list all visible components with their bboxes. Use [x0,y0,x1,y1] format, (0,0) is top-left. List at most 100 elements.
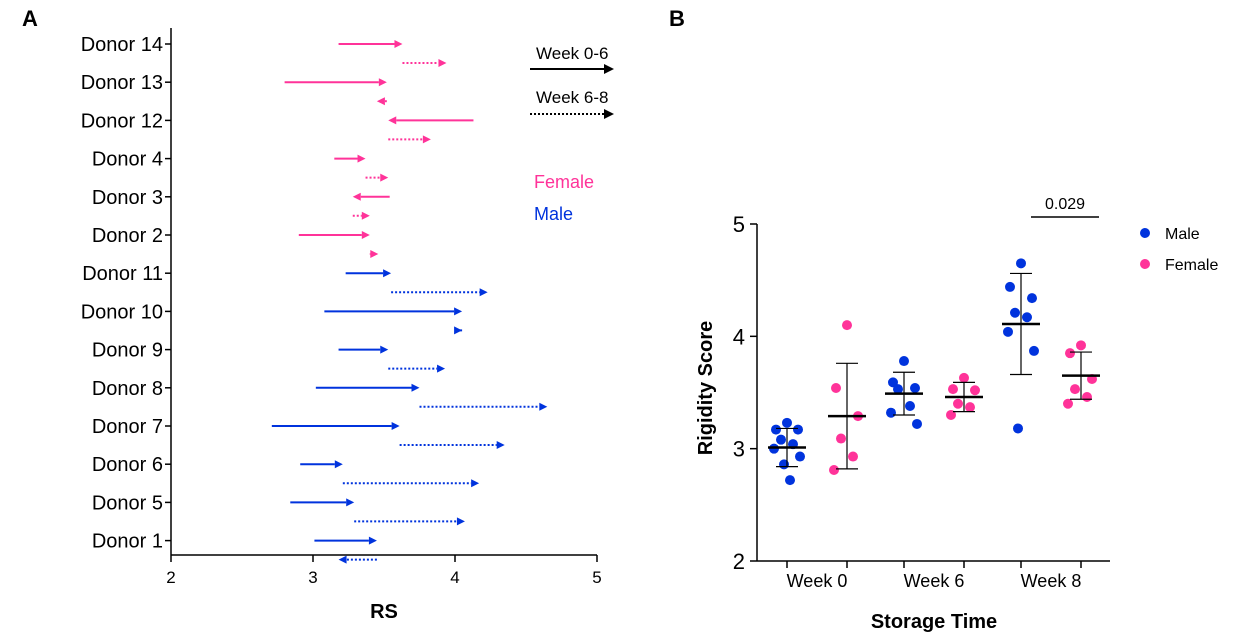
panel-b-letter: B [669,6,685,31]
data-point [1027,293,1037,304]
arrow-week6-8 [388,135,431,144]
panel-b-scatter: 2 3 4 5 Week 0 Week 6 Week 8 Rigidity Score S… [695,196,1218,633]
data-point [959,372,969,383]
data-point [1016,258,1026,269]
arrow-week6-8-head [539,402,548,411]
data-point [1076,340,1086,351]
data-point [948,384,958,395]
arrow-week6-8 [352,211,370,220]
panel-b-y-title: Rigidity Score [695,321,717,455]
panel-b-mean-sd [768,272,1100,470]
data-point [1005,281,1015,292]
arrow-week0-6-head [368,536,377,545]
panel-b-legend: Male Female [1140,226,1218,274]
legend-male-marker [1140,228,1150,238]
arrow-week6-8-head [479,288,488,297]
panel-a-arrows [271,40,548,564]
donor-label: Donor 10 [81,301,163,323]
data-point [1029,345,1039,356]
data-point [782,417,792,428]
data-point [836,433,846,444]
data-point [776,434,786,445]
panel-a-x-tick-label: 2 [166,568,175,587]
panel-b-x-tick-label: Week 8 [1021,571,1082,591]
data-point [953,398,963,409]
arrow-week0-6 [314,536,377,545]
arrow-week6-8 [342,479,480,488]
donor-label: Donor 1 [92,531,163,553]
arrow-week0-6-head [391,422,400,430]
arrow-week0-6 [338,345,389,354]
data-point [893,384,903,395]
donor-label: Donor 2 [92,225,163,247]
arrow-week6-8 [419,402,548,411]
panel-a-letter: A [22,6,38,31]
panel-b-x-ticks: Week 0 Week 6 Week 8 [786,561,1082,591]
panel-a-legend: Week 0-6 Week 6-8 Female Male [530,44,614,224]
arrow-week0-6-head [388,116,397,125]
arrow-week6-8-head [456,517,465,526]
arrow-week6-8-head [496,441,505,449]
data-point [1003,326,1013,337]
data-point [1070,384,1080,395]
legend-male-label: Male [534,204,573,224]
arrow-week6-8-head [361,211,370,220]
arrow-week6-8-head [471,479,480,488]
data-point [771,424,781,435]
arrow-week0-6 [324,307,463,316]
arrow-week6-8 [388,364,446,373]
arrow-week0-6 [290,498,355,507]
data-point [965,402,975,413]
legend-female-text: Female [1165,257,1218,274]
legend-week68-label: Week 6-8 [536,88,608,107]
donor-label: Donor 5 [92,492,163,514]
arrow-week0-6-head [346,498,355,507]
arrow-week6-8 [376,97,387,106]
arrow-week6-8-head [454,326,463,335]
donor-label: Donor 13 [81,72,163,94]
arrow-week6-8 [391,288,488,297]
arrow-week6-8 [365,173,389,182]
arrow-week0-6-head [383,269,392,278]
arrow-week6-8-head [370,250,379,258]
arrow-week0-6 [334,154,366,163]
arrow-week0-6 [300,460,343,469]
arrow-week0-6-head [352,192,361,201]
arrow-week0-6-head [380,345,389,354]
panel-a-donor-ticks: Donor 14 Donor 13 Donor 12 Donor 4 Donor 3 Do… [81,34,171,553]
arrow-week0-6 [345,269,392,278]
arrow-week6-8 [454,326,463,335]
data-point [1013,423,1023,434]
donor-label: Donor 8 [92,378,163,400]
panel-a-x-ticks: 2 3 4 5 [166,555,602,587]
arrow-week0-6-head [334,460,343,469]
arrow-week0-6-head [357,154,366,163]
donor-label: Donor 7 [92,416,163,438]
arrow-week0-6-head [394,40,403,48]
data-point [1063,398,1073,409]
data-point [910,383,920,394]
data-point [848,451,858,462]
data-point [946,409,956,420]
arrow-week6-8 [369,250,379,258]
data-point [829,465,839,476]
arrow-week6-8-head [422,135,431,144]
arrow-week0-6 [298,231,370,239]
panel-b-x-title: Storage Time [871,611,997,633]
donor-label: Donor 11 [82,263,163,285]
panel-b-x-tick-label: Week 0 [787,571,848,591]
arrow-week0-6 [388,116,474,125]
data-point [912,418,922,429]
arrow-week6-8-head [438,59,447,67]
donor-label: Donor 9 [92,340,163,362]
arrow-week0-6-head [361,231,370,239]
donor-label: Donor 3 [92,187,163,209]
arrow-week0-6-head [411,383,420,392]
arrow-week6-8-head [338,555,347,564]
data-point [831,383,841,394]
donor-label: Donor 12 [81,110,163,132]
data-point [1022,312,1032,323]
arrow-week6-8-head [376,97,385,106]
legend-week06-arrowhead [604,64,614,74]
